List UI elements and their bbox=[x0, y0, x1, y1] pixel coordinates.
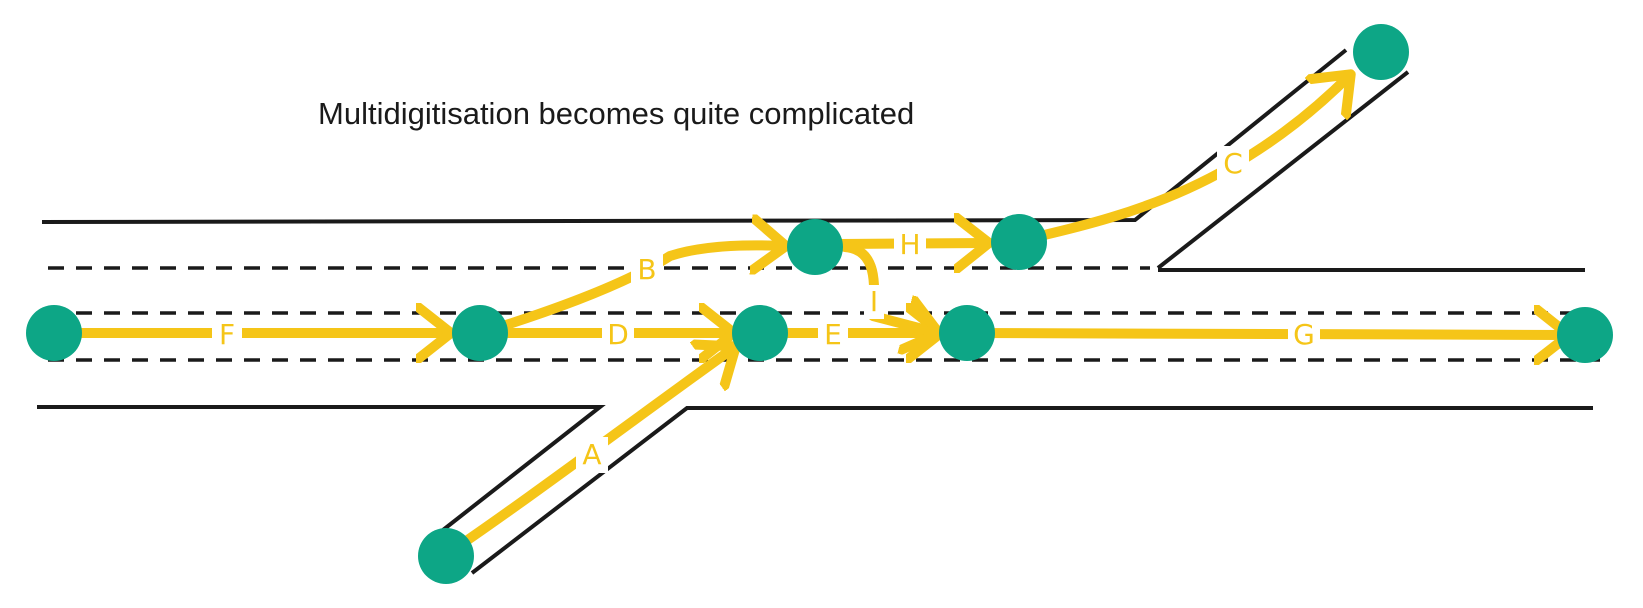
road-top-edge bbox=[41, 48, 1348, 224]
edge-label-d: D bbox=[607, 318, 629, 351]
road-bottom-left-edge bbox=[37, 405, 606, 532]
road-ramp-c-edge bbox=[1156, 70, 1410, 270]
edge-label-g: G bbox=[1293, 318, 1315, 351]
edge-c bbox=[1035, 75, 1350, 241]
edge-label-b: B bbox=[637, 253, 656, 286]
node bbox=[1557, 307, 1613, 363]
diagram-title: Multidigitisation becomes quite complica… bbox=[318, 96, 915, 131]
node bbox=[991, 214, 1047, 270]
edge-labels: F D E G A B H C I bbox=[212, 146, 1320, 473]
nodes bbox=[26, 24, 1613, 584]
node bbox=[939, 305, 995, 361]
node bbox=[26, 305, 82, 361]
node bbox=[1353, 24, 1409, 80]
edge-label-e: E bbox=[824, 318, 842, 351]
edge-label-f: F bbox=[219, 318, 235, 351]
road-bottom-right-edge bbox=[470, 406, 1593, 575]
node bbox=[452, 305, 508, 361]
edge-label-a: A bbox=[582, 438, 601, 471]
edge-label-h: H bbox=[899, 228, 920, 261]
edge-label-c: C bbox=[1223, 147, 1243, 180]
edge-b bbox=[498, 245, 785, 331]
node bbox=[732, 305, 788, 361]
road-lines bbox=[37, 48, 1593, 575]
node bbox=[787, 219, 843, 275]
node bbox=[418, 528, 474, 584]
lane-dividers bbox=[48, 266, 1600, 362]
edge-label-i: I bbox=[870, 285, 878, 318]
edge-g bbox=[965, 333, 1568, 335]
